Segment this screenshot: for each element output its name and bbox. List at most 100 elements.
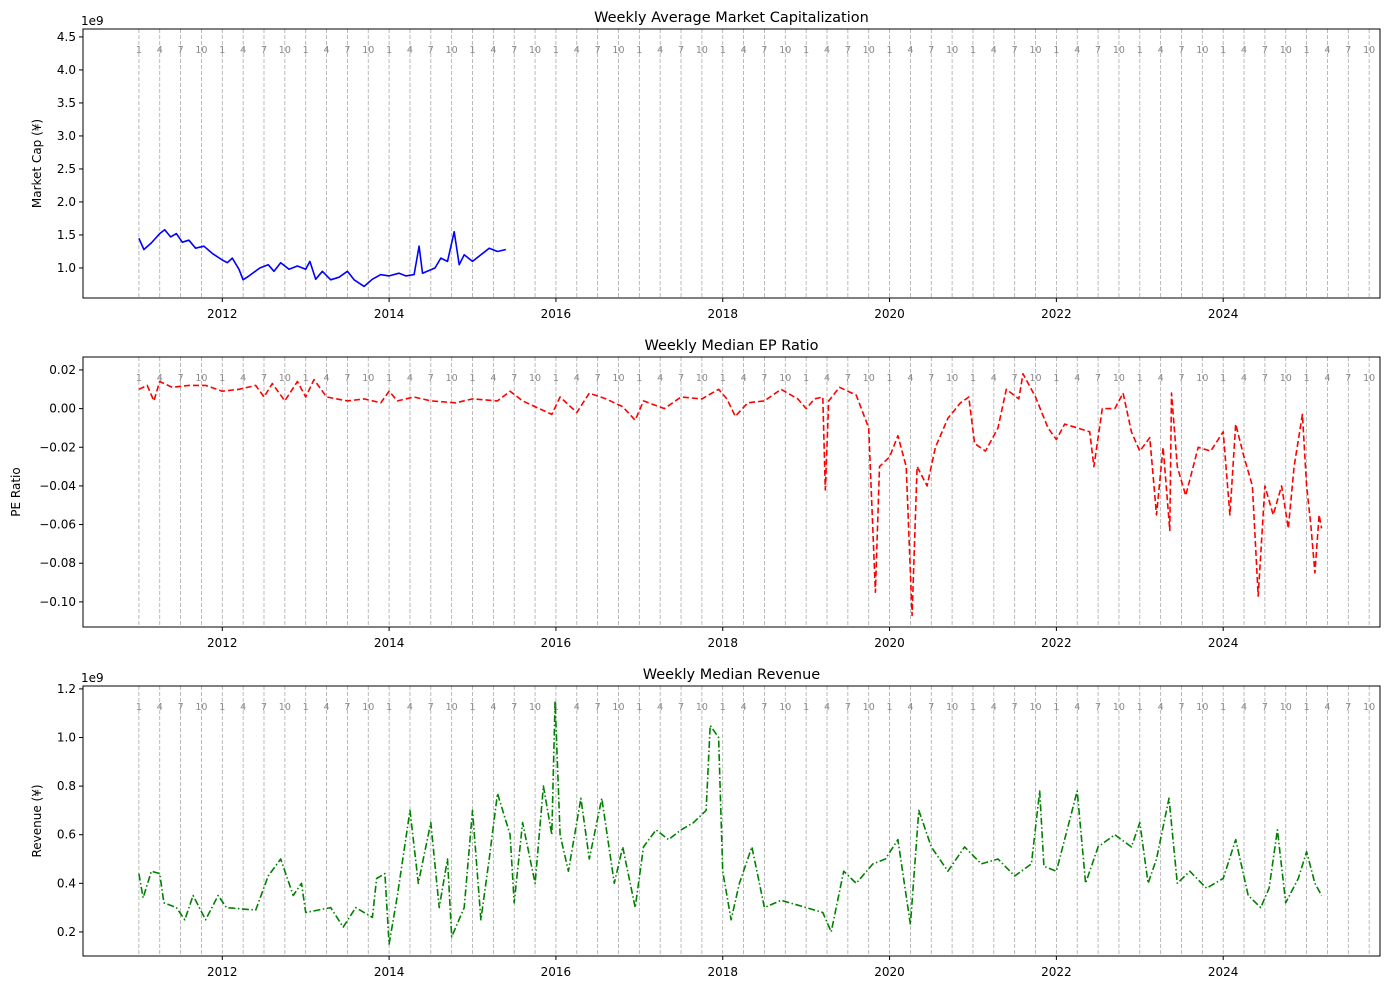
month-label: 7 <box>1345 702 1351 713</box>
month-label: 4 <box>824 373 830 384</box>
y-axis-label: PE Ratio <box>9 467 23 516</box>
y-tick-label: 0.6 <box>57 828 76 842</box>
y-tick-label: 3.0 <box>57 129 76 143</box>
month-label: 7 <box>1345 373 1351 384</box>
month-label: 1 <box>219 702 225 713</box>
x-tick-label: 2022 <box>1041 307 1072 321</box>
month-label: 7 <box>1012 373 1018 384</box>
x-tick-label: 2024 <box>1208 307 1239 321</box>
month-label: 4 <box>991 45 997 56</box>
y-tick-label: 1.0 <box>57 731 76 745</box>
y-tick-label: 4.0 <box>57 63 76 77</box>
month-label: 10 <box>1363 702 1375 713</box>
month-label: 7 <box>928 702 934 713</box>
month-label: 1 <box>469 45 475 56</box>
month-label: 7 <box>1262 373 1268 384</box>
y-tick-label: 0.2 <box>57 925 76 939</box>
month-label: 7 <box>595 45 601 56</box>
month-label: 4 <box>1158 45 1164 56</box>
month-label: 4 <box>1324 45 1330 56</box>
y-tick-label: 1.0 <box>57 261 76 275</box>
month-label: 1 <box>386 373 392 384</box>
month-label: 1 <box>1137 702 1143 713</box>
month-label: 7 <box>511 702 517 713</box>
month-label: 1 <box>553 373 559 384</box>
month-label: 10 <box>1280 702 1292 713</box>
axes-frame <box>82 685 1381 957</box>
month-label: 1 <box>720 45 726 56</box>
month-label: 10 <box>1113 702 1125 713</box>
month-label: 1 <box>803 702 809 713</box>
axis-offset-label: 1e9 <box>81 14 104 28</box>
month-label: 4 <box>490 45 496 56</box>
month-label: 10 <box>529 373 541 384</box>
month-label: 1 <box>636 45 642 56</box>
month-label: 10 <box>362 702 374 713</box>
axes-frame <box>82 356 1381 628</box>
y-tick-label: 0.00 <box>49 402 76 416</box>
month-label: 7 <box>511 373 517 384</box>
x-tick-label: 2014 <box>374 965 405 979</box>
x-tick-label: 2024 <box>1208 636 1239 650</box>
month-label: 10 <box>446 45 458 56</box>
month-label: 1 <box>970 702 976 713</box>
y-tick-label: 0.4 <box>57 876 76 890</box>
x-tick-label: 2014 <box>374 307 405 321</box>
month-label: 7 <box>1095 373 1101 384</box>
month-label: 7 <box>1262 45 1268 56</box>
month-label: 4 <box>1241 45 1247 56</box>
month-label: 7 <box>1178 373 1184 384</box>
month-label: 7 <box>1095 702 1101 713</box>
month-label: 7 <box>428 45 434 56</box>
month-label: 7 <box>761 373 767 384</box>
month-label: 1 <box>303 702 309 713</box>
y-tick-label: −0.10 <box>39 595 76 609</box>
month-label: 4 <box>1241 702 1247 713</box>
month-label: 4 <box>407 702 413 713</box>
series-line-revenue <box>138 700 1323 945</box>
month-label: 1 <box>636 373 642 384</box>
month-label: 1 <box>1304 373 1310 384</box>
month-label: 4 <box>657 702 663 713</box>
y-tick-label: 1.5 <box>57 228 76 242</box>
month-label: 10 <box>612 373 624 384</box>
month-label: 4 <box>1158 373 1164 384</box>
month-label: 1 <box>303 373 309 384</box>
month-label: 10 <box>946 45 958 56</box>
month-label: 10 <box>1113 373 1125 384</box>
month-label: 10 <box>362 45 374 56</box>
month-label: 4 <box>407 45 413 56</box>
month-label: 10 <box>696 373 708 384</box>
month-label: 10 <box>612 702 624 713</box>
month-label: 4 <box>1324 373 1330 384</box>
month-label: 7 <box>428 373 434 384</box>
month-label: 7 <box>1012 45 1018 56</box>
month-label: 7 <box>678 373 684 384</box>
month-label: 4 <box>240 373 246 384</box>
month-label: 7 <box>1012 702 1018 713</box>
y-tick-label: 2.5 <box>57 162 76 176</box>
x-tick-label: 2020 <box>874 965 905 979</box>
month-label: 10 <box>863 373 875 384</box>
month-label: 7 <box>1262 702 1268 713</box>
y-tick-label: −0.06 <box>39 518 76 532</box>
month-label: 4 <box>657 45 663 56</box>
axes-frame <box>82 28 1381 299</box>
month-label: 10 <box>195 373 207 384</box>
y-tick-label: −0.02 <box>39 440 76 454</box>
month-label: 1 <box>553 45 559 56</box>
month-label: 7 <box>845 45 851 56</box>
y-tick-label: 1.2 <box>57 682 76 696</box>
x-tick-label: 2018 <box>707 636 738 650</box>
month-label: 1 <box>1220 373 1226 384</box>
month-label: 4 <box>1158 702 1164 713</box>
month-label: 7 <box>928 373 934 384</box>
month-label: 1 <box>219 45 225 56</box>
month-label: 10 <box>1196 373 1208 384</box>
month-label: 4 <box>907 373 913 384</box>
month-label: 7 <box>261 45 267 56</box>
month-label: 1 <box>887 702 893 713</box>
month-label: 7 <box>678 45 684 56</box>
month-label: 4 <box>324 702 330 713</box>
